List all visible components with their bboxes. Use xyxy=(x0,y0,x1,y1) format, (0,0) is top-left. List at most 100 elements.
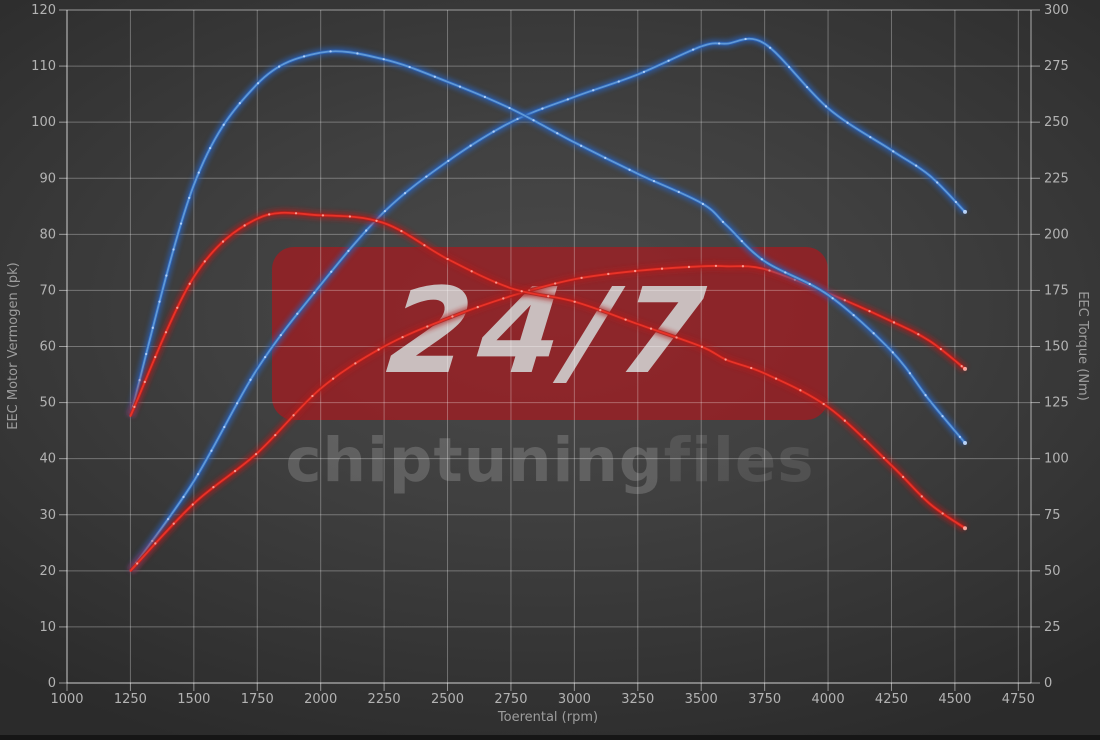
end-dot-blue-power xyxy=(963,209,968,214)
marker-dot-blue-power xyxy=(892,150,895,153)
y-left-tick-label: 50 xyxy=(39,396,56,411)
marker-dot-red-torque xyxy=(843,419,846,422)
watermark-brand-chiptuning: chiptuning xyxy=(285,425,664,496)
y-right-tick-label: 25 xyxy=(1044,620,1061,635)
marker-dot-blue-torque xyxy=(151,326,154,329)
marker-dot-red-torque xyxy=(901,475,905,479)
y-right-tick-label: 200 xyxy=(1044,227,1069,242)
marker-dot-red-power xyxy=(292,414,295,417)
x-axis-title: Toerental (rpm) xyxy=(497,710,598,725)
x-tick-label: 4250 xyxy=(875,692,908,707)
marker-dot-blue-torque xyxy=(628,168,631,171)
marker-dot-blue-power xyxy=(846,121,849,124)
x-tick-label: 2750 xyxy=(494,692,527,707)
marker-dot-red-torque xyxy=(423,244,426,247)
marker-dot-blue-power xyxy=(425,175,428,178)
x-tick-label: 4000 xyxy=(812,692,845,707)
marker-dot-blue-power xyxy=(263,355,267,359)
marker-dot-blue-torque xyxy=(604,156,607,160)
marker-dot-red-power xyxy=(172,522,175,525)
marker-dot-red-torque xyxy=(446,257,449,261)
marker-dot-red-power xyxy=(377,348,380,351)
marker-dot-red-torque xyxy=(520,290,523,293)
marker-dot-red-torque xyxy=(700,345,704,348)
marker-dot-red-torque xyxy=(495,281,498,284)
marker-dot-blue-power xyxy=(692,48,695,51)
marker-dot-red-power xyxy=(660,267,664,270)
curve-red-power xyxy=(129,264,966,572)
marker-dot-blue-power xyxy=(954,200,958,204)
marker-dot-blue-power xyxy=(383,209,387,213)
x-tick-label: 3250 xyxy=(621,692,654,707)
marker-dot-red-torque xyxy=(863,437,866,441)
marker-dot-blue-torque xyxy=(138,379,141,382)
watermark-brand-files: files xyxy=(663,425,815,496)
marker-dot-red-power xyxy=(502,297,505,300)
marker-dot-red-torque xyxy=(154,355,157,359)
marker-dot-blue-power xyxy=(541,107,544,110)
marker-dot-red-torque xyxy=(822,402,825,406)
marker-dot-blue-power xyxy=(235,402,239,405)
marker-dot-blue-torque xyxy=(302,55,306,58)
marker-dot-red-torque xyxy=(176,306,179,309)
marker-dot-red-torque xyxy=(941,512,944,515)
marker-dot-blue-torque xyxy=(721,220,725,224)
marker-dot-blue-power xyxy=(592,89,595,92)
marker-dot-blue-torque xyxy=(908,372,912,375)
marker-dot-red-power xyxy=(714,264,718,268)
marker-dot-red-torque xyxy=(675,336,678,339)
marker-dot-blue-torque xyxy=(941,415,944,418)
bottom-strip xyxy=(0,735,1100,740)
y-right-tick-label: 300 xyxy=(1044,3,1069,18)
y-right-tick-label: 100 xyxy=(1044,452,1069,467)
y-right-tick-label: 150 xyxy=(1044,340,1069,355)
marker-dot-red-power xyxy=(212,486,215,489)
marker-dot-red-power xyxy=(741,265,745,268)
marker-dot-red-power xyxy=(768,269,771,272)
marker-dot-red-power xyxy=(554,282,557,285)
y-right-tick-label: 75 xyxy=(1044,508,1061,523)
marker-dot-blue-torque xyxy=(677,190,680,194)
marker-dot-blue-torque xyxy=(652,179,656,183)
marker-dot-blue-power xyxy=(223,425,226,429)
marker-dot-red-power xyxy=(136,562,139,565)
marker-dot-blue-torque xyxy=(579,144,583,147)
marker-dot-blue-torque xyxy=(891,351,894,354)
marker-dot-blue-power xyxy=(196,473,200,476)
marker-dot-blue-torque xyxy=(872,332,875,335)
marker-dot-blue-power xyxy=(769,46,772,49)
marker-dot-blue-torque xyxy=(433,75,436,78)
marker-dot-blue-torque xyxy=(179,222,183,225)
marker-dot-blue-power xyxy=(566,98,569,101)
marker-dot-blue-torque xyxy=(483,95,487,99)
x-tick-label: 1750 xyxy=(241,692,274,707)
marker-dot-red-power xyxy=(233,469,237,473)
marker-dot-red-torque xyxy=(375,219,378,222)
marker-dot-red-torque xyxy=(599,309,602,312)
curve-blue-torque xyxy=(129,50,966,444)
marker-dot-blue-torque xyxy=(158,300,161,303)
y-right-axis-title: EEC Torque (Nm) xyxy=(1075,291,1090,401)
watermark-brand: chiptuningfiles xyxy=(240,426,860,496)
y-left-tick-label: 80 xyxy=(39,227,56,242)
marker-dot-blue-torque xyxy=(382,58,385,61)
marker-dot-red-power xyxy=(917,333,920,336)
marker-dot-red-torque xyxy=(268,213,271,216)
marker-dot-blue-torque xyxy=(760,258,763,261)
marker-dot-blue-torque xyxy=(852,314,855,317)
x-tick-label: 1500 xyxy=(177,692,210,707)
marker-dot-red-torque xyxy=(882,456,886,460)
x-tick-label: 4500 xyxy=(938,692,971,707)
curve-red-torque xyxy=(129,211,966,530)
marker-dot-red-torque xyxy=(348,215,352,218)
marker-dot-red-torque xyxy=(624,318,627,321)
marker-dot-blue-torque xyxy=(924,394,927,397)
y-left-tick-label: 20 xyxy=(39,564,56,579)
x-tick-label: 4750 xyxy=(1002,692,1035,707)
curve-blue-power xyxy=(129,37,966,572)
marker-dot-blue-power xyxy=(744,37,747,41)
y-right-tick-label: 175 xyxy=(1044,283,1069,298)
marker-dot-blue-torque xyxy=(532,119,535,122)
marker-dot-red-torque xyxy=(400,229,403,233)
